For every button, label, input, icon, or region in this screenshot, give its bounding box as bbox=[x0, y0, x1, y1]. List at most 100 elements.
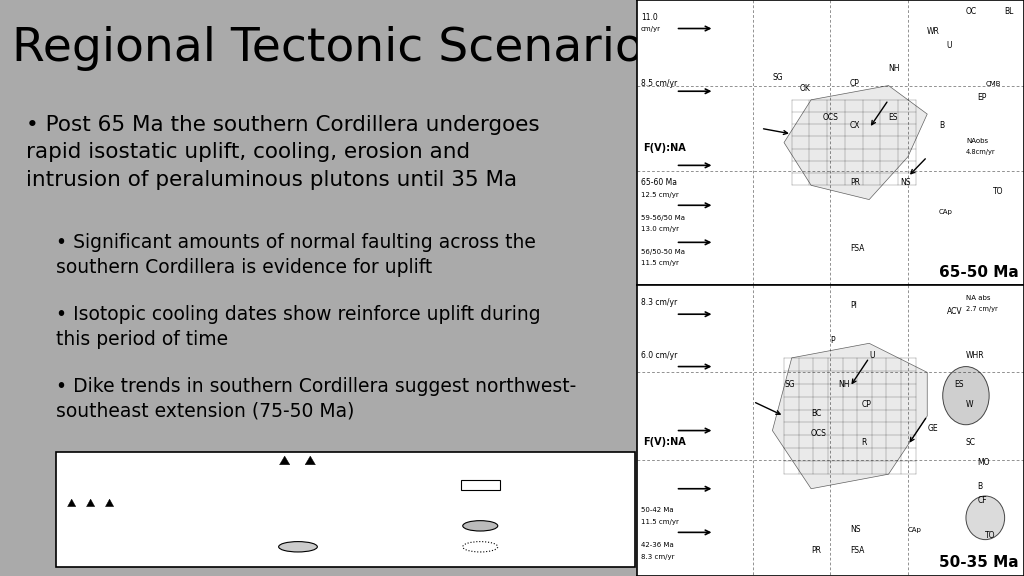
Bar bbox=[461, 480, 500, 490]
Polygon shape bbox=[529, 539, 539, 552]
Ellipse shape bbox=[463, 541, 498, 552]
Text: PR: PR bbox=[850, 179, 860, 187]
Text: OK: OK bbox=[800, 84, 810, 93]
Polygon shape bbox=[615, 281, 628, 293]
Text: NA abs: NA abs bbox=[966, 295, 990, 301]
Text: OC: OC bbox=[966, 7, 977, 16]
Polygon shape bbox=[545, 16, 561, 25]
Polygon shape bbox=[460, 104, 477, 111]
Text: 59-56/50 Ma: 59-56/50 Ma bbox=[641, 214, 685, 221]
Text: ES: ES bbox=[954, 380, 964, 389]
Text: SG: SG bbox=[772, 73, 783, 82]
Text: CP: CP bbox=[861, 400, 871, 410]
Text: 56/50-50 Ma: 56/50-50 Ma bbox=[641, 249, 685, 255]
Text: peraluminous plutons: peraluminous plutons bbox=[512, 542, 606, 551]
Text: CF: CF bbox=[978, 497, 987, 505]
Text: 13.0 cm/yr: 13.0 cm/yr bbox=[641, 226, 679, 232]
Text: B: B bbox=[939, 122, 944, 130]
Text: 65-60 Ma: 65-60 Ma bbox=[641, 179, 677, 187]
Polygon shape bbox=[480, 209, 494, 220]
Text: P: P bbox=[830, 336, 836, 345]
Text: MO: MO bbox=[978, 458, 990, 468]
Text: CAp: CAp bbox=[908, 528, 922, 533]
Text: 50-42 Ma: 50-42 Ma bbox=[641, 507, 674, 513]
Ellipse shape bbox=[943, 366, 989, 425]
Text: FSA: FSA bbox=[850, 244, 864, 253]
Text: strike-slip fault: strike-slip fault bbox=[120, 521, 184, 530]
Text: • Significant amounts of normal faulting across the
southern Cordillera is evide: • Significant amounts of normal faulting… bbox=[56, 233, 537, 276]
Polygon shape bbox=[105, 499, 114, 507]
Text: • Post 65 Ma the southern Cordillera undergoes
rapid isostatic uplift, cooling, : • Post 65 Ma the southern Cordillera und… bbox=[26, 115, 540, 190]
Text: NH: NH bbox=[889, 65, 900, 73]
Text: GE: GE bbox=[928, 423, 938, 433]
Text: cm/yr: cm/yr bbox=[641, 26, 660, 32]
Text: WHR: WHR bbox=[966, 351, 984, 360]
Text: 11.5 cm/yr: 11.5 cm/yr bbox=[641, 260, 679, 266]
Polygon shape bbox=[772, 343, 928, 488]
Polygon shape bbox=[68, 499, 76, 507]
Text: low-angle normal fault: low-angle normal fault bbox=[120, 458, 217, 468]
Polygon shape bbox=[460, 391, 477, 398]
Text: SC: SC bbox=[966, 438, 976, 447]
Text: BL: BL bbox=[1005, 7, 1014, 16]
Text: 50-35 Ma: 50-35 Ma bbox=[939, 555, 1019, 570]
Text: BC: BC bbox=[811, 409, 821, 418]
Text: NAobs: NAobs bbox=[966, 138, 988, 143]
Polygon shape bbox=[597, 564, 606, 576]
Polygon shape bbox=[305, 456, 315, 465]
Text: SG: SG bbox=[784, 380, 795, 389]
Text: OCS: OCS bbox=[822, 113, 839, 122]
FancyBboxPatch shape bbox=[56, 452, 635, 567]
Polygon shape bbox=[490, 53, 508, 60]
Text: Regional Tectonic Scenario: Regional Tectonic Scenario bbox=[12, 26, 644, 71]
Text: NS: NS bbox=[900, 179, 910, 187]
Polygon shape bbox=[457, 158, 472, 167]
Ellipse shape bbox=[279, 541, 317, 552]
Polygon shape bbox=[545, 301, 561, 310]
Text: 2.7 cm/yr: 2.7 cm/yr bbox=[966, 306, 997, 312]
Text: F(V):NA: F(V):NA bbox=[643, 143, 685, 153]
Text: WR: WR bbox=[928, 27, 940, 36]
Text: 11.0: 11.0 bbox=[641, 13, 657, 22]
Ellipse shape bbox=[966, 496, 1005, 540]
Text: • Dike trends in southern Cordillera suggest northwest-
southeast extension (75-: • Dike trends in southern Cordillera sug… bbox=[56, 377, 577, 420]
Text: U: U bbox=[946, 41, 952, 51]
Ellipse shape bbox=[463, 521, 498, 531]
Text: 6.0 cm/yr: 6.0 cm/yr bbox=[641, 351, 677, 360]
Text: metaluminous magmas: metaluminous magmas bbox=[512, 521, 613, 530]
Text: uplifted region: uplifted region bbox=[328, 521, 391, 530]
Text: OCS: OCS bbox=[811, 429, 827, 438]
Polygon shape bbox=[280, 456, 290, 465]
Text: R: R bbox=[861, 438, 866, 447]
Text: thrust fault: thrust fault bbox=[120, 501, 168, 509]
Text: 12.5 cm/yr: 12.5 cm/yr bbox=[641, 192, 679, 198]
Text: NH: NH bbox=[839, 380, 850, 389]
Polygon shape bbox=[86, 499, 94, 507]
Text: axis of crustal thickening or
extensional collapse: axis of crustal thickening or extensiona… bbox=[328, 493, 447, 512]
Polygon shape bbox=[597, 273, 606, 286]
Text: 4.8cm/yr: 4.8cm/yr bbox=[966, 149, 995, 155]
Text: CX: CX bbox=[850, 122, 860, 130]
Text: ACV: ACV bbox=[946, 307, 963, 316]
Text: high-angle normal fault: high-angle normal fault bbox=[120, 479, 221, 488]
Text: erosional surface: erosional surface bbox=[512, 479, 586, 488]
Text: • Isotopic cooling dates show reinforce uplift during
this period of time: • Isotopic cooling dates show reinforce … bbox=[56, 305, 541, 348]
Text: NS: NS bbox=[850, 525, 860, 535]
Text: subduction zone: subduction zone bbox=[328, 458, 398, 468]
Text: TO: TO bbox=[985, 531, 995, 540]
Text: W: W bbox=[966, 400, 974, 410]
Text: 11.5 cm/yr: 11.5 cm/yr bbox=[641, 518, 679, 525]
Polygon shape bbox=[490, 339, 508, 346]
Text: 8.5 cm/yr: 8.5 cm/yr bbox=[641, 78, 677, 88]
Text: fluvial clastic deposits: fluvial clastic deposits bbox=[328, 542, 423, 551]
Text: EP: EP bbox=[978, 93, 987, 102]
Text: F(V):NA: F(V):NA bbox=[643, 437, 685, 447]
Polygon shape bbox=[457, 447, 472, 456]
Text: 8.3 cm/yr: 8.3 cm/yr bbox=[641, 298, 677, 308]
Text: CMB: CMB bbox=[985, 81, 1000, 86]
Polygon shape bbox=[480, 498, 494, 510]
Polygon shape bbox=[615, 0, 628, 7]
Polygon shape bbox=[529, 248, 539, 262]
Text: PI: PI bbox=[850, 301, 857, 310]
Text: 65-50 Ma: 65-50 Ma bbox=[939, 264, 1019, 279]
